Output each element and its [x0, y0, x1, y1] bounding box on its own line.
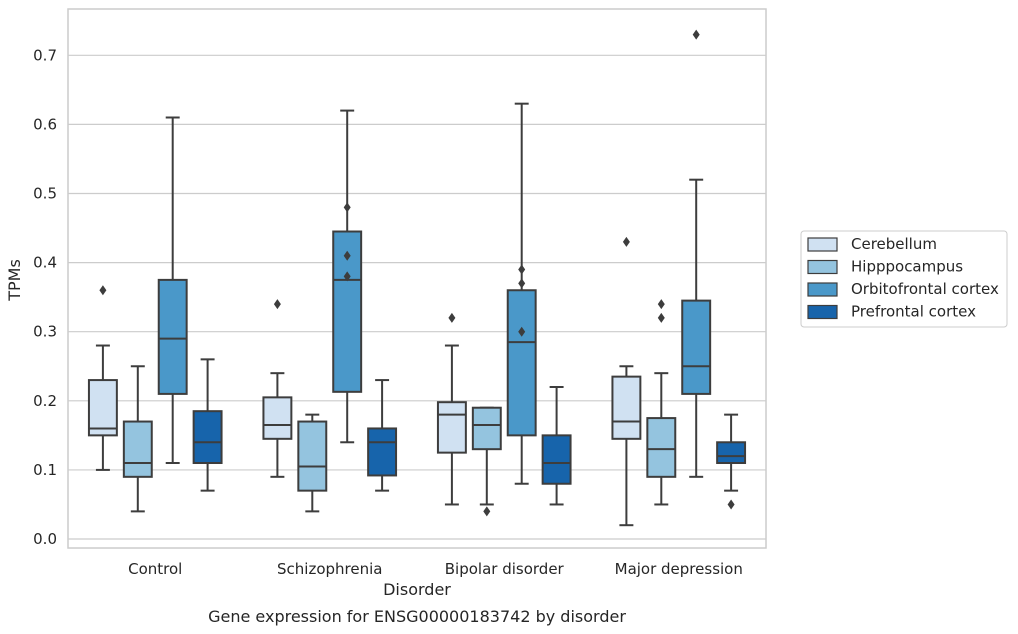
- box-body: [716, 441, 747, 465]
- x-tick-label: Schizophrenia: [277, 560, 382, 578]
- box-orbitofrontal-cortex: [157, 116, 188, 465]
- box-hipppocampus: [646, 299, 677, 506]
- box-cerebellum: [87, 285, 118, 471]
- legend-frame: [800, 230, 1008, 328]
- x-tick-label: Bipolar disorder: [445, 560, 565, 578]
- box-cerebellum: [611, 236, 642, 527]
- outlier-point: [343, 250, 351, 261]
- outlier-point: [483, 506, 491, 517]
- box-prefrontal-cortex: [541, 385, 572, 506]
- x-tick-label: Major depression: [615, 560, 743, 578]
- box-body: [157, 278, 188, 395]
- box-body: [646, 417, 677, 478]
- legend-label: Orbitofrontal cortex: [851, 280, 999, 298]
- box-body: [541, 434, 572, 485]
- outlier-point: [657, 312, 665, 323]
- outlier-point: [343, 271, 351, 282]
- y-tick-label: 0.7: [33, 46, 57, 64]
- box-orbitofrontal-cortex: [332, 109, 363, 444]
- box-body: [87, 379, 118, 437]
- box-body: [471, 406, 502, 451]
- legend-swatch: [807, 304, 838, 320]
- legend-label: Cerebellum: [851, 235, 937, 253]
- y-tick-label: 0.6: [33, 115, 57, 133]
- box-orbitofrontal-cortex: [506, 102, 537, 485]
- outlier-point: [518, 264, 526, 275]
- box-cerebellum: [436, 312, 467, 506]
- x-axis: Control Schizophrenia Bipolar disorder Majo…: [128, 560, 743, 578]
- box-hipppocampus: [122, 365, 153, 513]
- y-tick-label: 0.1: [33, 461, 57, 479]
- outlier-point: [448, 312, 456, 323]
- legend-label: Hipppocampus: [851, 258, 963, 276]
- box-body: [122, 420, 153, 478]
- outlier-point: [343, 202, 351, 213]
- y-tick-label: 0.4: [33, 254, 57, 272]
- legend-swatch: [807, 282, 838, 297]
- box-body: [297, 420, 328, 492]
- y-tick-label: 0.5: [33, 185, 57, 203]
- outlier-point: [692, 29, 700, 40]
- y-axis: 0.0 0.1 0.2 0.3 0.4 0.5 0.6 0.7: [33, 46, 57, 548]
- box-hipppocampus: [297, 413, 328, 513]
- outlier-point: [518, 278, 526, 289]
- outlier-point: [727, 499, 735, 510]
- box-body: [436, 401, 467, 454]
- y-axis-title: TPMs: [5, 259, 24, 302]
- outlier-point: [273, 299, 281, 310]
- box-body: [611, 375, 642, 440]
- x-axis-title: Disorder: [383, 580, 451, 599]
- outlier-point: [518, 326, 526, 337]
- box-prefrontal-cortex: [192, 358, 223, 492]
- box-prefrontal-cortex: [716, 413, 747, 510]
- box-body: [367, 427, 398, 477]
- outlier-point: [657, 299, 665, 310]
- chart-caption: Gene expression for ENSG00000183742 by d…: [208, 607, 626, 626]
- legend-swatch: [807, 259, 838, 275]
- y-tick-label: 0.0: [33, 530, 57, 548]
- y-tick-label: 0.2: [33, 392, 57, 410]
- box-hipppocampus: [471, 406, 502, 517]
- box-body: [506, 289, 537, 437]
- x-tick-label: Control: [128, 560, 182, 578]
- legend-label: Prefrontal cortex: [851, 303, 976, 321]
- box-prefrontal-cortex: [367, 379, 398, 492]
- legend: Cerebellum Hipppocampus Orbitofrontal cort…: [800, 230, 1008, 328]
- box-plots: [87, 29, 747, 527]
- box-body: [262, 396, 293, 440]
- legend-swatch: [807, 237, 838, 252]
- outlier-point: [99, 285, 107, 296]
- box-orbitofrontal-cortex: [681, 29, 712, 478]
- outlier-point: [622, 236, 630, 247]
- plot-frame: [67, 8, 767, 549]
- box-cerebellum: [262, 299, 293, 478]
- box-body: [192, 410, 223, 465]
- box-body: [681, 299, 712, 395]
- y-tick-label: 0.3: [33, 323, 57, 341]
